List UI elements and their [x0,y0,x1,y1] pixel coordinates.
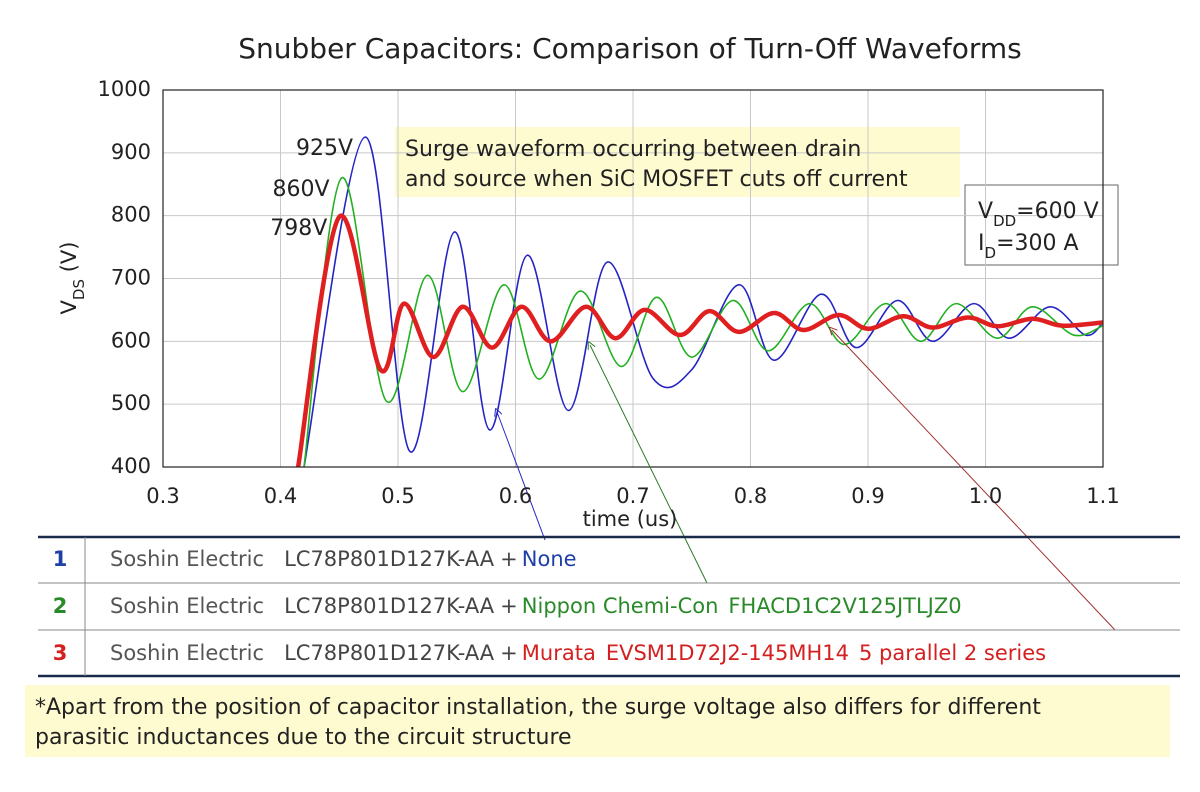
row-number: 3 [53,641,68,665]
maker: Soshin Electric [110,641,264,665]
note-box [395,127,960,197]
peak-label: 798V [270,216,327,241]
x-tick-label: 0.3 [146,484,179,508]
note-line: and source when SiC MOSFET cuts off curr… [405,167,908,192]
y-axis-label: VDS (V) [57,242,88,315]
condition: VDD=600 V [978,199,1099,230]
maker: Soshin Electric [110,594,264,618]
series-line [295,213,1103,467]
y-axis-label-main: V [57,299,81,314]
arrow [832,330,1116,631]
footnote-box [25,685,1170,757]
capacitor: EVSM1D72J2-145MH14 [606,641,849,665]
capacitor: Nippon Chemi-Con [522,594,719,618]
part: LC78P801D127K-AA [284,641,495,665]
y-axis-label-rest: (V) [57,242,81,279]
y-tick-label: 700 [111,266,151,290]
x-tick-label: 0.6 [499,484,532,508]
condition: ID=300 A [978,231,1079,262]
y-tick-label: 600 [111,328,151,352]
plus: + [500,547,518,571]
y-tick-label: 400 [111,454,151,478]
capacitor: FHACD1C2V125JTLJZ0 [728,594,961,618]
arrow [497,412,546,541]
arrow [590,345,708,584]
footnote-line: *Apart from the position of capacitor in… [35,695,1041,720]
y-tick-label: 500 [111,391,151,415]
x-tick-label: 1.1 [1086,484,1119,508]
capacitor: Murata [522,641,596,665]
x-axis-label: time (us) [583,507,678,531]
x-tick-label: 0.4 [264,484,297,508]
y-tick-label: 1000 [98,77,151,101]
condition-main: V [978,199,993,224]
row-number: 2 [53,594,68,618]
y-axis-label-sub: DS [70,279,88,300]
condition-main: I [978,231,985,256]
row-text: Soshin Electric LC78P801D127K-AA + Murata EV… [110,641,1046,665]
x-tick-label: 1.0 [969,484,1002,508]
y-tick-label: 800 [111,203,151,227]
row-number: 1 [53,547,68,571]
condition-rest: =300 A [996,231,1078,256]
x-tick-label: 0.9 [851,484,884,508]
row-text: Soshin Electric LC78P801D127K-AA + None [110,547,577,571]
x-tick-label: 0.5 [381,484,414,508]
peak-label: 925V [296,136,353,161]
x-tick-label: 0.7 [616,484,649,508]
conditions-box [964,184,1119,266]
x-tick-label: 0.8 [734,484,767,508]
condition-sub: D [985,244,997,262]
note-line: Surge waveform occurring between drain [405,137,861,162]
part: LC78P801D127K-AA [284,547,495,571]
footnote-line: parasitic inductances due to the circuit… [35,725,572,750]
chart-title: Snubber Capacitors: Comparison of Turn-O… [238,32,1021,65]
series-line [303,177,1103,467]
part: LC78P801D127K-AA [284,594,495,618]
maker: Soshin Electric [110,547,264,571]
row-text: Soshin Electric LC78P801D127K-AA + Nippon C… [110,594,962,618]
condition-rest: =600 V [1016,199,1098,224]
capacitor: 5 parallel 2 series [859,641,1046,665]
plot-frame [162,89,1104,468]
capacitor: None [522,547,577,571]
plus: + [500,641,518,665]
plus: + [500,594,518,618]
y-tick-label: 900 [111,140,151,164]
condition-sub: DD [993,212,1016,230]
peak-label: 860V [273,177,330,202]
